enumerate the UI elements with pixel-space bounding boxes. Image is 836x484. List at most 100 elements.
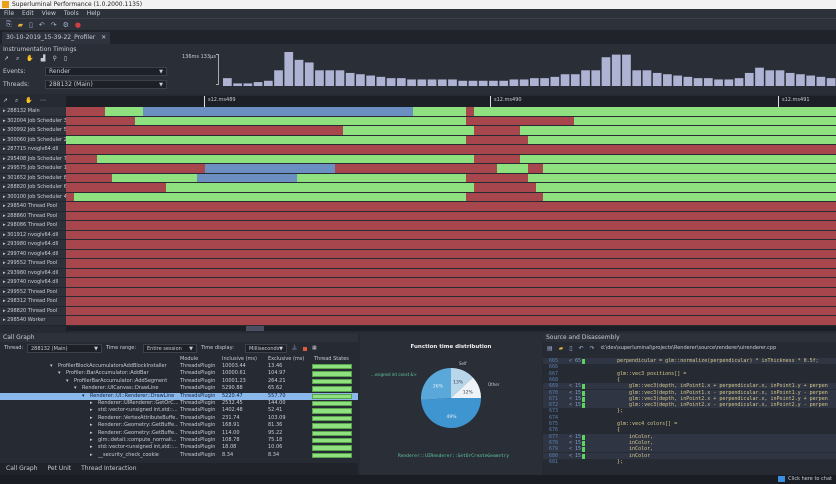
menu-help[interactable]: Help xyxy=(86,10,101,17)
histogram-bar[interactable] xyxy=(304,62,314,86)
thread-row[interactable]: ▸ 298086 Thread Pool xyxy=(0,221,836,231)
thread-lane[interactable] xyxy=(66,173,836,182)
thread-lane[interactable] xyxy=(66,230,836,239)
thread-row[interactable]: ▸ 288132 Main xyxy=(0,107,836,117)
code-line[interactable]: 673}; xyxy=(543,408,836,414)
thread-name[interactable]: ▸ 288860 Thread Pool xyxy=(0,211,66,221)
thread-row[interactable]: ▸ 302004 Job Scheduler 3 xyxy=(0,116,836,126)
thread-lane[interactable] xyxy=(66,249,836,258)
histogram-bar[interactable] xyxy=(407,79,416,86)
histogram-bar[interactable] xyxy=(274,70,283,86)
thread-row[interactable]: ▸ 300992 Job Scheduler 5 xyxy=(0,126,836,136)
histogram-bar[interactable] xyxy=(560,74,570,86)
menu-tools[interactable]: Tools xyxy=(63,10,79,17)
histogram-bar[interactable] xyxy=(376,76,386,86)
thread-lane[interactable] xyxy=(66,211,836,220)
hand-icon[interactable]: ✋ xyxy=(25,97,33,104)
thread-name[interactable]: ▸ 299740 nvoglv64.dll xyxy=(0,249,66,259)
thread-name[interactable]: ▸ 288820 Job Scheduler 6 xyxy=(0,183,66,193)
call-graph-row[interactable]: ▾ ProfilerBlockAccumulatorsAddBlockInstal… xyxy=(0,363,358,370)
state-segment-running[interactable] xyxy=(166,183,475,192)
events-dropdown[interactable]: Render ▼ xyxy=(45,67,167,76)
tab-session[interactable]: 30-10-2019_15-39-22_Profiler ✕ xyxy=(2,32,111,44)
state-segment-running[interactable] xyxy=(96,154,475,163)
col-module[interactable]: Module xyxy=(180,356,199,362)
histogram-bar[interactable] xyxy=(714,79,723,86)
undo-icon[interactable]: ↶ xyxy=(38,20,45,29)
histogram-bar[interactable] xyxy=(755,67,764,86)
histogram-bar[interactable] xyxy=(253,82,263,86)
thread-row[interactable]: ▸ 300100 Job Scheduler 4 xyxy=(0,192,836,202)
more-icon[interactable]: ⋯ xyxy=(39,97,46,104)
expand-icon[interactable]: ▾ xyxy=(50,363,53,369)
undo-icon[interactable]: ↶ xyxy=(578,345,584,352)
code-line[interactable]: 672 < 15 glm::vec3(depth, inPoint2.x - pe… xyxy=(543,402,836,409)
state-segment-running[interactable] xyxy=(104,107,143,116)
thread-name[interactable]: ▸ 300060 Job Scheduler 2 xyxy=(0,135,66,145)
thread-lane[interactable] xyxy=(66,183,836,192)
thread-row[interactable]: ▸ 299740 nvoglv64.dll xyxy=(0,278,836,288)
chat-button[interactable]: Click here to chat xyxy=(778,476,832,482)
expand-icon[interactable]: ▾ xyxy=(66,377,69,384)
range-dropdown[interactable]: Entire session ▼ xyxy=(143,344,197,353)
thread-lane[interactable] xyxy=(66,268,836,277)
pie-chart[interactable]: 13% Self 12% Other 49% 26% ...esigned int cons… xyxy=(360,353,542,463)
call-graph-row[interactable]: ▾ Renderer::UICanvas::DrawLine ThreadsPlug… xyxy=(0,385,358,392)
code-line[interactable]: 667 glm::vec3 positions[] = xyxy=(543,371,836,377)
code-line[interactable]: 675 glm::vec4 colors[] = xyxy=(543,421,836,427)
col-exclusive[interactable]: Exclusive (ms) xyxy=(268,356,305,362)
code-line[interactable]: 681}; xyxy=(543,459,836,465)
hand-icon[interactable]: ✋ xyxy=(26,55,34,62)
histogram-bar[interactable] xyxy=(785,72,795,86)
thread-name[interactable]: ▸ 299575 Job Scheduler 1 xyxy=(0,164,66,174)
thread-name[interactable]: ▸ 301912 nvoglv64.dll xyxy=(0,230,66,240)
code-line[interactable]: 676 { xyxy=(543,427,836,433)
thread-row[interactable]: ▸ 299575 Job Scheduler 1 xyxy=(0,164,836,174)
chart-icon[interactable]: ▟ xyxy=(40,55,46,62)
zoom-icon[interactable]: ⌕ xyxy=(16,55,20,62)
settings-icon[interactable]: ⚙ xyxy=(62,20,69,29)
pointer-icon[interactable]: ➚ xyxy=(3,97,9,104)
code-line[interactable]: 677 < 15 inColor, xyxy=(543,433,836,440)
state-segment-running[interactable] xyxy=(497,164,528,173)
thread-lane[interactable] xyxy=(66,107,836,116)
state-segment-running[interactable] xyxy=(412,107,467,116)
filter-icon[interactable]: ⏅ xyxy=(292,345,298,351)
tree-icon[interactable]: ⚲ xyxy=(52,55,57,62)
scroll-thumb[interactable] xyxy=(246,326,264,331)
histogram-bar[interactable] xyxy=(550,76,560,86)
histogram-bar[interactable] xyxy=(335,70,345,86)
thread-row[interactable]: ▸ 293980 nvoglv64.dll xyxy=(0,268,836,278)
histogram-bar[interactable] xyxy=(611,54,621,86)
histogram-bar[interactable] xyxy=(581,70,590,86)
state-segment-running[interactable] xyxy=(73,192,467,201)
expand-icon[interactable]: ▸ xyxy=(90,422,93,429)
histogram-bar[interactable] xyxy=(570,74,580,86)
tab-call-graph[interactable]: Call Graph xyxy=(6,465,38,472)
code-view[interactable]: 665 < 65 perpendicular = glm::normalize(pe… xyxy=(543,358,836,468)
histogram-bar[interactable] xyxy=(233,83,242,86)
histogram-bar[interactable] xyxy=(744,72,754,86)
thread-name[interactable]: ▸ 299552 Thread Pool xyxy=(0,287,66,297)
expand-icon[interactable]: ▸ xyxy=(90,429,93,436)
thread-name[interactable]: ▸ 287715 nvoglv64.dll xyxy=(0,145,66,155)
thread-lane[interactable] xyxy=(66,192,836,201)
code-line[interactable]: 669 < 15 glm::vec3(depth, inPoint1.x + pe… xyxy=(543,383,836,390)
thread-lane[interactable] xyxy=(66,116,836,125)
expand-icon[interactable]: ▸ xyxy=(90,407,93,414)
state-segment-running[interactable] xyxy=(520,154,836,163)
thread-lane[interactable] xyxy=(66,297,836,306)
state-segment-running[interactable] xyxy=(528,173,836,182)
folder-icon[interactable]: ▰ xyxy=(558,345,564,352)
record-icon[interactable]: ● xyxy=(74,20,81,29)
state-segment-running[interactable] xyxy=(574,116,836,125)
thread-lane[interactable] xyxy=(66,306,836,315)
expand-icon[interactable]: ▸ xyxy=(90,414,93,421)
thread-row[interactable]: ▸ 287715 nvoglv64.dll xyxy=(0,145,836,155)
thread-name[interactable]: ▸ 302004 Job Scheduler 3 xyxy=(0,116,66,126)
histogram-bar[interactable] xyxy=(673,75,682,86)
tab-thread-interaction[interactable]: Thread Interaction xyxy=(81,465,137,472)
histogram-bar[interactable] xyxy=(693,78,703,86)
histogram-bar[interactable] xyxy=(315,70,324,86)
histogram-bar[interactable] xyxy=(765,70,775,86)
